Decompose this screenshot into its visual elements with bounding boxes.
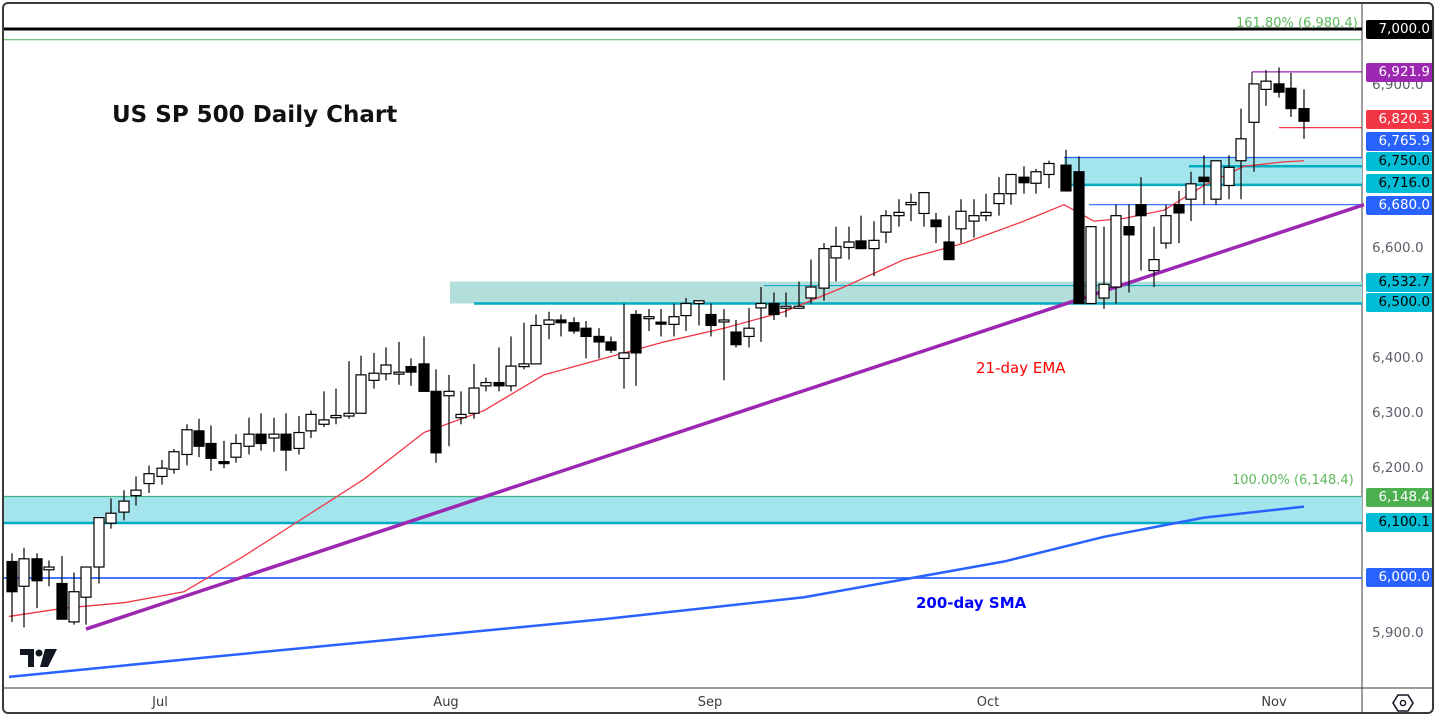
fib-100-label: 100.00% (6,148.4): [1232, 473, 1354, 488]
price-tag-6000: 6,000.0: [1366, 568, 1432, 587]
axis-tick-5900: 5,900.0: [1372, 625, 1424, 641]
price-tag-7000: 7,000.0: [1366, 20, 1432, 39]
time-axis-aug: Aug: [433, 695, 459, 710]
time-axis-sep: Sep: [697, 695, 723, 710]
price-tag-6820: 6,820.3: [1366, 110, 1432, 129]
time-axis-oct: Oct: [976, 695, 1000, 710]
price-tag-6680: 6,680.0: [1366, 196, 1432, 215]
axis-tick-6400: 6,400.0: [1372, 350, 1424, 366]
time-axis-nov: Nov: [1261, 695, 1287, 710]
price-tag-record-high: 6,921.9: [1366, 63, 1432, 82]
price-chart-plot[interactable]: [4, 4, 1434, 714]
chart-title: US SP 500 Daily Chart: [112, 102, 398, 128]
price-tag-6716: 6,716.0: [1366, 174, 1432, 193]
axis-tick-6300: 6,300.0: [1372, 405, 1424, 421]
time-axis-jul: Jul: [152, 695, 168, 710]
price-tag-6148: 6,148.4: [1366, 488, 1432, 507]
price-tag-6500: 6,500.0: [1366, 293, 1432, 312]
axis-tick-6200: 6,200.0: [1372, 460, 1424, 476]
tradingview-logo-icon: [20, 649, 57, 667]
price-tag-6100: 6,100.1: [1366, 513, 1432, 532]
price-tag-current: 6,765.9: [1366, 132, 1432, 151]
chart-settings-icon[interactable]: [1392, 692, 1414, 714]
ema-label: 21-day EMA: [976, 359, 1066, 377]
price-tag-6750: 6,750.0: [1366, 152, 1432, 171]
fib-161-label: 161.80% (6,980.4): [1236, 16, 1358, 31]
axis-tick-6600: 6,600.0: [1372, 240, 1424, 256]
price-tag-6532: 6,532.7: [1366, 273, 1432, 292]
sma-label: 200-day SMA: [916, 594, 1027, 612]
